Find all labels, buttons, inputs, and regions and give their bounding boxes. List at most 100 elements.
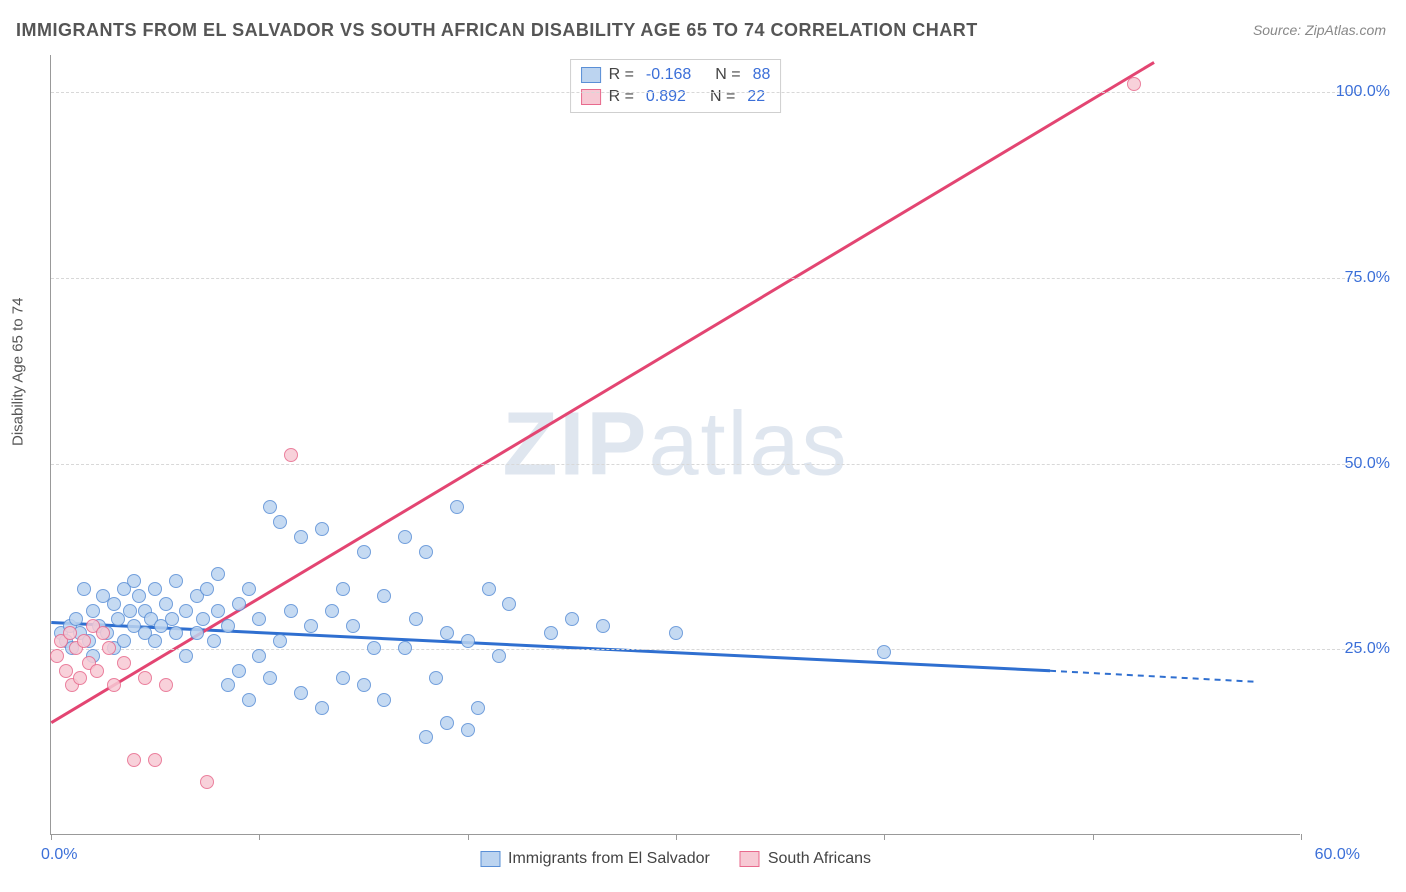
data-point (325, 604, 339, 618)
grid-line (51, 649, 1360, 650)
legend-row: R =0.892N =22 (581, 86, 771, 108)
data-point (90, 664, 104, 678)
data-point (502, 597, 516, 611)
data-point (127, 574, 141, 588)
data-point (77, 634, 91, 648)
data-point (148, 634, 162, 648)
data-point (148, 753, 162, 767)
chart-title: IMMIGRANTS FROM EL SALVADOR VS SOUTH AFR… (16, 20, 978, 41)
data-point (221, 678, 235, 692)
data-point (429, 671, 443, 685)
data-point (200, 775, 214, 789)
data-point (179, 604, 193, 618)
r-value: 0.892 (646, 88, 686, 106)
data-point (294, 530, 308, 544)
data-point (315, 701, 329, 715)
legend-label: South Africans (768, 850, 871, 868)
data-point (107, 597, 121, 611)
data-point (50, 649, 64, 663)
data-point (419, 545, 433, 559)
data-point (669, 626, 683, 640)
data-point (252, 649, 266, 663)
data-point (471, 701, 485, 715)
data-point (263, 500, 277, 514)
data-point (284, 604, 298, 618)
legend-swatch (581, 67, 601, 83)
data-point (565, 612, 579, 626)
data-point (440, 626, 454, 640)
data-point (165, 612, 179, 626)
data-point (190, 626, 204, 640)
data-point (377, 693, 391, 707)
data-point (117, 656, 131, 670)
data-point (461, 723, 475, 737)
data-point (96, 626, 110, 640)
data-point (59, 664, 73, 678)
correlation-legend: R =-0.168N =88R =0.892N =22 (570, 59, 782, 113)
y-tick-label: 100.0% (1336, 83, 1390, 101)
data-point (207, 634, 221, 648)
data-point (169, 626, 183, 640)
chart-container: IMMIGRANTS FROM EL SALVADOR VS SOUTH AFR… (0, 0, 1406, 892)
data-point (132, 589, 146, 603)
trend-lines (51, 55, 1300, 834)
legend-row: R =-0.168N =88 (581, 64, 771, 86)
data-point (461, 634, 475, 648)
data-point (107, 678, 121, 692)
data-point (336, 671, 350, 685)
watermark-light: atlas (648, 394, 848, 494)
data-point (169, 574, 183, 588)
data-point (148, 582, 162, 596)
data-point (377, 589, 391, 603)
data-point (111, 612, 125, 626)
y-tick-label: 50.0% (1345, 455, 1390, 473)
data-point (877, 645, 891, 659)
legend-item: South Africans (740, 850, 871, 868)
grid-line (51, 92, 1360, 93)
x-tick (884, 834, 885, 840)
data-point (232, 664, 246, 678)
n-label: N = (715, 66, 740, 84)
data-point (450, 500, 464, 514)
data-point (357, 678, 371, 692)
y-tick-label: 75.0% (1345, 269, 1390, 287)
data-point (123, 604, 137, 618)
data-point (77, 582, 91, 596)
grid-line (51, 464, 1360, 465)
data-point (273, 515, 287, 529)
x-tick (51, 834, 52, 840)
watermark: ZIPatlas (502, 393, 848, 496)
data-point (211, 567, 225, 581)
data-point (159, 678, 173, 692)
data-point (200, 582, 214, 596)
data-point (315, 522, 329, 536)
data-point (242, 582, 256, 596)
watermark-bold: ZIP (502, 394, 648, 494)
data-point (138, 671, 152, 685)
data-point (86, 604, 100, 618)
r-value: -0.168 (646, 66, 691, 84)
data-point (211, 604, 225, 618)
data-point (284, 448, 298, 462)
data-point (159, 597, 173, 611)
data-point (304, 619, 318, 633)
grid-line (51, 278, 1360, 279)
x-tick (259, 834, 260, 840)
data-point (1127, 77, 1141, 91)
x-axis-max-label: 60.0% (1315, 846, 1360, 864)
data-point (409, 612, 423, 626)
x-tick (468, 834, 469, 840)
legend-swatch (480, 851, 500, 867)
source-attribution: Source: ZipAtlas.com (1253, 22, 1386, 38)
n-value: 88 (753, 66, 771, 84)
data-point (440, 716, 454, 730)
data-point (242, 693, 256, 707)
series-legend: Immigrants from El Salvador South African… (480, 850, 871, 868)
data-point (252, 612, 266, 626)
data-point (398, 641, 412, 655)
data-point (492, 649, 506, 663)
n-value: 22 (747, 88, 765, 106)
x-tick (676, 834, 677, 840)
y-axis-title: Disability Age 65 to 74 (10, 298, 27, 446)
legend-item: Immigrants from El Salvador (480, 850, 710, 868)
